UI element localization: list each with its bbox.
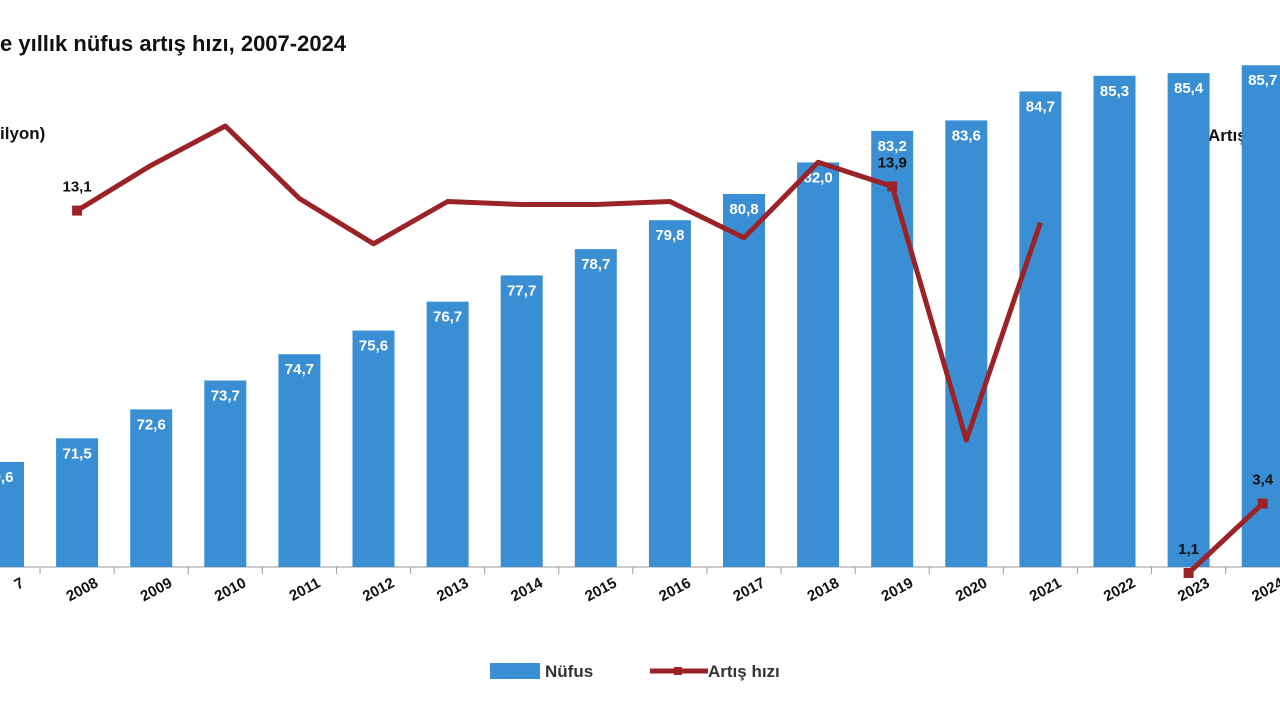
bar-nufus-2017 bbox=[723, 193, 765, 567]
x-tick-label-2012: 2012 bbox=[360, 575, 397, 606]
legend: Nüfus Artış hızı bbox=[490, 662, 780, 681]
x-tick-label-2021: 2021 bbox=[1027, 575, 1064, 606]
x-tick-label-2013: 2013 bbox=[434, 575, 471, 606]
bar-nufus-2010 bbox=[204, 380, 247, 567]
bar-nufus-2020 bbox=[945, 120, 988, 567]
x-tick-label-2019: 2019 bbox=[879, 575, 916, 606]
x-tick-label-2024: 2024 bbox=[1249, 574, 1280, 605]
x-tick-label-2008: 2008 bbox=[64, 575, 101, 606]
bar-label-2018: 82,0 bbox=[803, 169, 832, 186]
x-tick-label-2017: 2017 bbox=[730, 575, 767, 606]
legend-marker-artis bbox=[674, 667, 682, 675]
bar-label-2022: 85,3 bbox=[1100, 83, 1129, 100]
x-tick-label-2023: 2023 bbox=[1175, 575, 1212, 606]
bar-label-2023: 85,4 bbox=[1174, 80, 1204, 97]
bar-label-2008: 71,5 bbox=[62, 445, 91, 462]
bar-nufus-2014 bbox=[500, 275, 543, 567]
line-point-label-2008: 13,1 bbox=[62, 179, 91, 196]
legend-swatch-nufus bbox=[490, 663, 540, 679]
x-tick-label-2009: 2009 bbox=[138, 575, 175, 606]
bar-label-2017: 80,8 bbox=[729, 201, 758, 218]
bar-nufus-2015 bbox=[574, 249, 617, 567]
bar-nufus-2019 bbox=[871, 130, 914, 567]
bar-nufus-2009 bbox=[130, 409, 173, 567]
legend-label-artis: Artış hızı bbox=[708, 662, 780, 681]
legend-label-nufus: Nüfus bbox=[545, 662, 593, 681]
line-artis-hizi-segment-1 bbox=[75, 123, 1043, 443]
x-tick-label-2011: 2011 bbox=[287, 575, 324, 605]
bar-label-2021: 84,7 bbox=[1026, 99, 1055, 116]
x-tick-label-2010: 2010 bbox=[212, 575, 249, 606]
x-tick-label-2020: 2020 bbox=[953, 575, 990, 606]
line-point-2023 bbox=[1183, 567, 1194, 578]
bar-label-2009: 72,6 bbox=[137, 416, 166, 433]
line-point-2008 bbox=[72, 205, 83, 216]
bar-nufus-2022 bbox=[1093, 75, 1136, 567]
left-axis-label: ilyon) bbox=[0, 124, 45, 143]
bar-label-2012: 75,6 bbox=[359, 338, 388, 355]
x-ticks-group: 7 2008 2009 2010 2011 2012 2013 2014 2015 2016 201… bbox=[12, 567, 1280, 606]
bar-label-2015: 78,7 bbox=[581, 256, 610, 273]
bar-nufus-2024 bbox=[1241, 65, 1280, 568]
bar-nufus-2023 bbox=[1167, 73, 1210, 568]
bars-group: 0,6 71,5 72,6 73,7 74,7 75,6 76,7 77,7 78,7 79,8 8… bbox=[0, 65, 1280, 568]
bar-label-2010: 73,7 bbox=[211, 387, 240, 404]
bar-nufus-2021 bbox=[1019, 91, 1062, 567]
x-tick-label-2014: 2014 bbox=[508, 574, 546, 605]
x-tick-label-2022: 2022 bbox=[1101, 575, 1138, 606]
bar-label-7: 0,6 bbox=[0, 469, 13, 486]
bar-label-2013: 76,7 bbox=[433, 309, 462, 326]
x-tick-label-2016: 2016 bbox=[656, 575, 693, 606]
x-tick-label-7: 7 bbox=[12, 575, 27, 594]
line-point-label-2023: 1,1 bbox=[1178, 541, 1199, 558]
bar-nufus-2008 bbox=[56, 438, 99, 567]
line-artis-hizi-segment-2 bbox=[1186, 501, 1265, 575]
x-tick-label-2018: 2018 bbox=[805, 575, 842, 606]
line-point-label-2019: 13,9 bbox=[878, 154, 907, 171]
bar-label-2020: 83,6 bbox=[952, 127, 981, 144]
bar-nufus-2018 bbox=[797, 162, 840, 567]
bar-label-2014: 77,7 bbox=[507, 282, 536, 299]
x-tick-label-2015: 2015 bbox=[582, 575, 619, 606]
bar-nufus-2011 bbox=[278, 354, 321, 567]
chart-title: e yıllık nüfus artış hızı, 2007-2024 bbox=[0, 31, 347, 56]
bar-label-2019: 83,2 bbox=[878, 138, 907, 155]
bar-label-2011: 74,7 bbox=[285, 361, 314, 378]
line-point-2024 bbox=[1257, 498, 1268, 509]
bar-nufus-2013 bbox=[426, 301, 469, 567]
bar-nufus-2016 bbox=[648, 220, 691, 567]
bar-nufus-2012 bbox=[352, 330, 395, 567]
line-group: 13,1 13,9 1,1 3,4 bbox=[62, 123, 1274, 578]
bar-label-2016: 79,8 bbox=[655, 227, 684, 244]
line-point-2019 bbox=[887, 181, 898, 192]
line-point-label-2024: 3,4 bbox=[1252, 472, 1274, 489]
bar-label-2024: 85,7 bbox=[1248, 72, 1277, 89]
bar-nufus-7 bbox=[0, 461, 24, 567]
